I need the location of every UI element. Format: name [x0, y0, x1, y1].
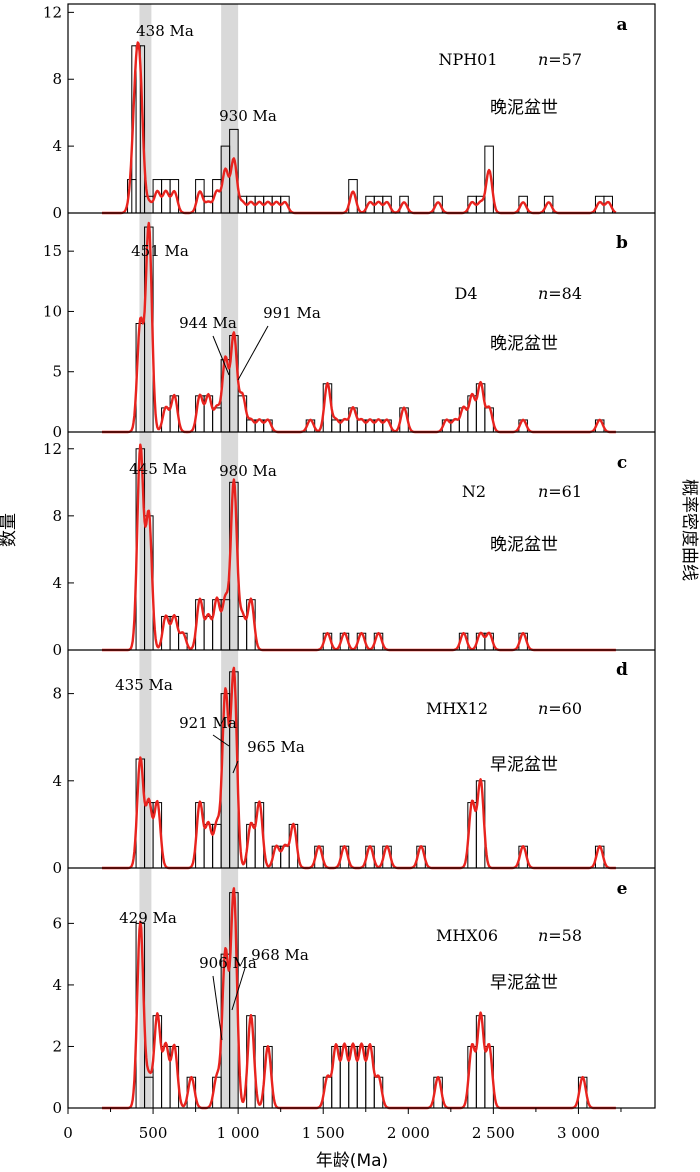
peak-age-label: 445 Ma	[129, 460, 187, 478]
epoch-label: 早泥盆世	[490, 755, 558, 775]
peak-leader-line	[232, 760, 239, 774]
y-tick-label: 12	[43, 440, 62, 458]
peak-leader-line	[212, 335, 230, 376]
panel-letter: d	[616, 660, 628, 680]
histogram-bar	[212, 407, 222, 433]
y-tick-label: 0	[52, 859, 62, 877]
y-tick-label: 15	[43, 242, 62, 260]
x-tick-label: 2 000	[387, 1124, 430, 1142]
probability-density-curve	[101, 443, 617, 652]
histogram-bar	[203, 195, 214, 214]
sample-name: MHX06	[436, 926, 498, 945]
y-tick-label: 0	[52, 204, 62, 222]
peak-age-label: 980 Ma	[219, 462, 277, 480]
epoch-label: 晚泥盆世	[490, 535, 558, 555]
peak-leader-line	[231, 967, 246, 1011]
epoch-label: 晚泥盆世	[490, 334, 558, 354]
peak-age-label: 451 Ma	[131, 242, 189, 260]
y-tick-label: 4	[52, 574, 62, 592]
peak-age-label: 429 Ma	[119, 909, 177, 927]
highlight-band-1	[139, 4, 152, 1108]
histogram-bar	[237, 615, 248, 651]
peak-leader-line	[212, 975, 223, 1041]
x-tick-label: 3 000	[557, 1124, 600, 1142]
peak-leader-line	[212, 734, 230, 747]
sample-name: D4	[454, 284, 477, 303]
panel-c: 0 4 8 12 445 Ma 980 Ma N2 n=61 晚泥盆世 c	[43, 440, 627, 659]
sample-count: n=58	[538, 926, 582, 945]
y-tick-label: 8	[52, 685, 62, 703]
peak-age-label: 435 Ma	[115, 676, 173, 694]
sample-count: n=61	[538, 482, 582, 501]
y-axis-label-right: 概率密度曲线	[679, 479, 699, 581]
y-tick-label: 4	[52, 976, 62, 994]
y-tick-label: 0	[52, 423, 62, 441]
y-tick-label: 4	[52, 137, 62, 155]
y-tick-label: 4	[52, 772, 62, 790]
peak-age-label: 438 Ma	[136, 22, 194, 40]
panel-a: 0 4 8 12 438 Ma 930 Ma NPH01 n=57 晚泥盆世 a	[43, 3, 628, 222]
panel-frame	[67, 3, 656, 1109]
sample-count: n=60	[538, 699, 582, 718]
epoch-label: 早泥盆世	[490, 973, 558, 993]
y-tick-label: 10	[43, 302, 62, 320]
x-tick-label: 1 500	[302, 1124, 345, 1142]
x-axis: 0 500 1 000 1 500 2 000 2 500 3 000	[63, 1108, 622, 1142]
sample-count: n=57	[538, 50, 582, 69]
y-tick-label: 6	[52, 914, 62, 932]
y-axis-label-left: 数量	[0, 513, 19, 547]
x-tick-label: 2 500	[472, 1124, 515, 1142]
sample-count: n=84	[538, 284, 582, 303]
panel-letter: b	[616, 233, 628, 253]
sample-name: NPH01	[438, 50, 497, 69]
peak-leader-line	[237, 325, 269, 381]
panel-letter: e	[617, 879, 628, 899]
x-tick-label: 0	[63, 1124, 73, 1142]
panel-letter: a	[616, 15, 627, 35]
x-tick-label: 500	[139, 1124, 168, 1142]
y-tick-label: 2	[52, 1037, 62, 1055]
peak-age-label: 968 Ma	[251, 946, 309, 964]
y-tick-label: 0	[52, 1099, 62, 1117]
epoch-label: 晚泥盆世	[490, 98, 558, 118]
outer-frame	[67, 3, 656, 1109]
peak-age-label: 965 Ma	[247, 738, 305, 756]
x-axis-label: 年龄(Ma)	[316, 1151, 388, 1171]
panel-b: 0 5 10 15 451 Ma 944 Ma 991 Ma D4 n=84 晚泥盆世 b	[43, 221, 628, 441]
y-tick-label: 0	[52, 641, 62, 659]
y-tick-label: 8	[52, 507, 62, 525]
sample-name: MHX12	[426, 699, 488, 718]
highlight-bands	[139, 4, 239, 1108]
peak-age-label: 944 Ma	[179, 314, 237, 332]
panel-letter: c	[617, 453, 627, 473]
peak-age-label: 930 Ma	[219, 107, 277, 125]
y-tick-label: 8	[52, 70, 62, 88]
peak-age-label: 906 Ma	[199, 954, 257, 972]
sample-name: N2	[462, 482, 486, 501]
peak-age-label: 991 Ma	[263, 304, 321, 322]
histogram-bar	[203, 615, 214, 651]
panels: 0 4 8 12 438 Ma 930 Ma NPH01 n=57 晚泥盆世 a 0 5 10 15 451…	[43, 3, 628, 1117]
panel-d: 0 4 8 435 Ma 921 Ma 965 Ma MHX12 n=60 早泥盆世 d	[52, 660, 628, 877]
peak-age-label: 921 Ma	[179, 714, 237, 732]
y-tick-label: 5	[52, 363, 62, 381]
x-tick-label: 1 000	[217, 1124, 260, 1142]
y-tick-label: 12	[43, 3, 62, 21]
